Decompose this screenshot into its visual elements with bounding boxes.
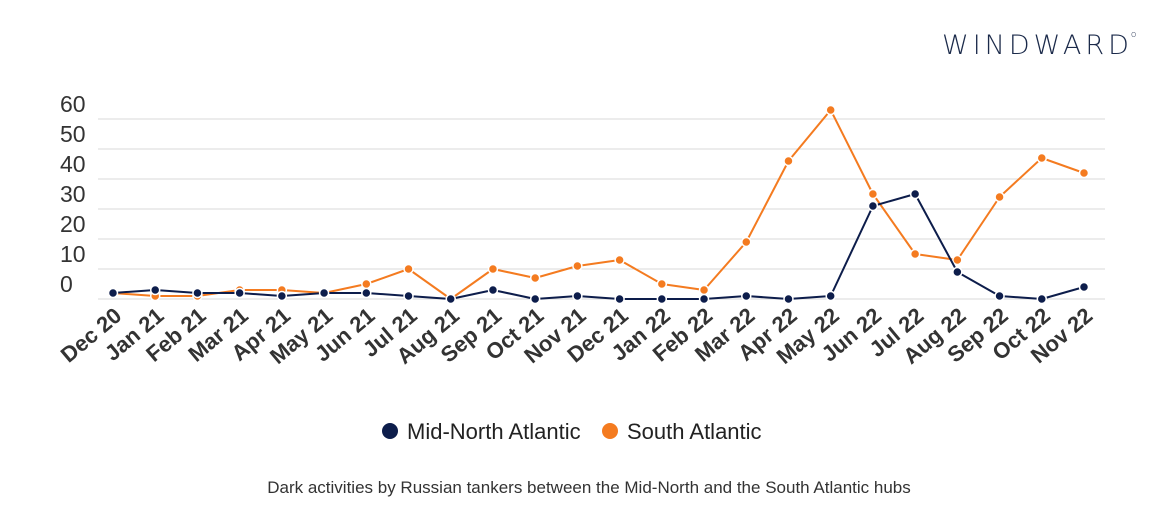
legend-label: South Atlantic — [627, 419, 762, 444]
data-point — [318, 287, 330, 299]
data-point — [1036, 152, 1048, 164]
data-point — [698, 293, 710, 305]
y-tick-label: 10 — [60, 241, 86, 267]
legend[interactable]: Mid-North Atlantic South Atlantic — [382, 419, 762, 444]
legend-item[interactable]: South Atlantic — [602, 419, 762, 444]
data-point — [909, 248, 921, 260]
data-point — [783, 155, 794, 167]
data-point — [909, 188, 921, 200]
chart-caption: Dark activities by Russian tankers betwe… — [267, 478, 911, 497]
series-south-atlantic — [107, 104, 1090, 305]
registered-mark: o — [1130, 30, 1137, 40]
legend-marker — [602, 423, 618, 439]
data-point — [107, 287, 119, 299]
data-point — [614, 254, 625, 266]
data-point — [698, 284, 710, 296]
data-point — [656, 293, 668, 305]
data-point — [403, 290, 414, 302]
data-point — [1078, 281, 1090, 293]
series-line — [112, 193, 1085, 300]
y-tick-label: 0 — [60, 271, 73, 297]
data-point — [487, 263, 499, 275]
series-line — [112, 109, 1085, 300]
legend-item[interactable]: Mid-North Atlantic — [382, 419, 581, 444]
y-tick-label: 30 — [60, 181, 86, 207]
data-point — [656, 278, 668, 290]
data-point — [192, 287, 203, 299]
y-axis-ticks: 0 10 20 30 40 50 60 — [60, 91, 86, 297]
data-point — [572, 290, 583, 302]
data-point — [867, 188, 879, 200]
data-point — [529, 293, 541, 305]
y-tick-label: 60 — [60, 91, 86, 117]
data-point — [572, 260, 583, 272]
data-point — [952, 266, 963, 278]
data-point — [783, 293, 794, 305]
data-point — [825, 104, 836, 116]
data-point — [952, 254, 963, 266]
legend-label: Mid-North Atlantic — [407, 419, 581, 444]
data-point — [487, 284, 499, 296]
data-point — [1036, 293, 1048, 305]
windward-logo: WINDWARDo — [942, 30, 1136, 61]
y-tick-label: 50 — [60, 121, 86, 147]
data-point — [361, 287, 372, 299]
data-point — [403, 263, 414, 275]
data-point — [994, 290, 1005, 302]
legend-marker — [382, 423, 398, 439]
data-point — [234, 287, 245, 299]
gridlines — [98, 118, 1105, 300]
series-mid-north-atlantic — [107, 188, 1090, 305]
data-point — [825, 290, 836, 302]
y-tick-label: 20 — [60, 211, 86, 237]
data-point — [149, 284, 161, 296]
data-point — [529, 272, 541, 284]
data-point — [614, 293, 625, 305]
data-point — [994, 191, 1005, 203]
data-point — [1078, 167, 1090, 179]
data-point — [741, 236, 752, 248]
data-point — [445, 293, 456, 305]
logo-text: WINDWARD — [942, 30, 1133, 61]
series-lines — [107, 104, 1090, 305]
data-point — [867, 200, 879, 212]
data-point — [276, 290, 288, 302]
data-point — [361, 278, 372, 290]
y-tick-label: 40 — [60, 151, 86, 177]
data-point — [741, 290, 752, 302]
